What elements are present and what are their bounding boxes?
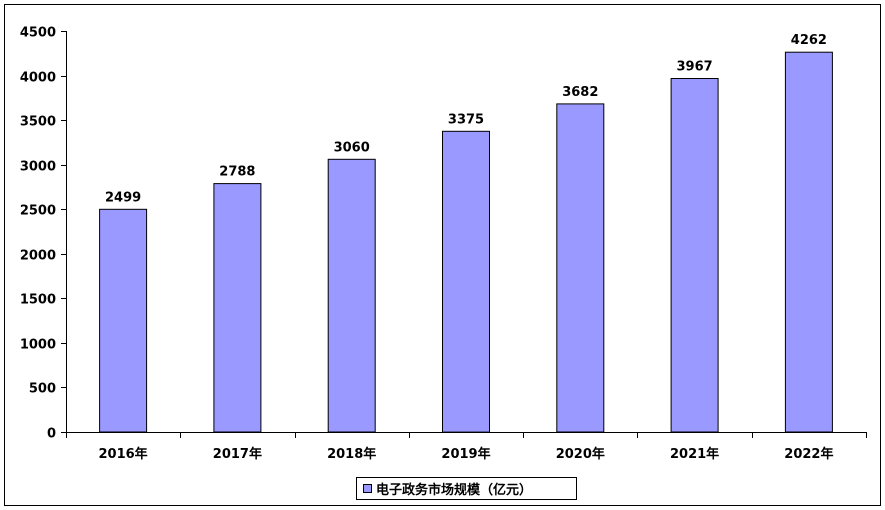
bar [327, 158, 376, 433]
y-tick-label: 3500 [20, 115, 56, 130]
bars [99, 51, 833, 433]
x-tick-label: 2021年 [670, 446, 719, 462]
bar [442, 130, 490, 433]
data-label: 2499 [105, 190, 141, 205]
y-tick-label: 0 [47, 427, 56, 442]
bar [213, 183, 262, 433]
bar [556, 103, 605, 433]
data-label: 4262 [791, 33, 827, 48]
legend-box [356, 477, 577, 500]
legend-label: 电子政务市场规模（亿元） [376, 482, 532, 498]
x-tick-label: 2016年 [99, 446, 148, 462]
data-labels: 2499 2788 3060 3375 3682 3967 4262 [105, 33, 827, 205]
bar [99, 208, 148, 433]
x-tick-label: 2019年 [441, 446, 490, 462]
y-tick-label: 3000 [20, 160, 56, 175]
y-tick-label: 2000 [20, 249, 56, 264]
data-label: 3967 [677, 60, 713, 75]
x-tick-label: 2020年 [556, 446, 605, 462]
y-tick-label: 1500 [20, 293, 56, 308]
bar [784, 51, 833, 433]
legend: 电子政务市场规模（亿元） [356, 477, 577, 500]
y-tick-label: 2500 [20, 204, 56, 219]
x-axis: 2016年 2017年 2018年 2019年 2020年 2021年 2022年 [66, 432, 867, 462]
x-tick-label: 2017年 [213, 446, 262, 462]
data-label: 2788 [219, 165, 255, 180]
y-tick-label: 500 [29, 382, 56, 397]
data-label: 3682 [562, 85, 598, 100]
y-tick-label: 4000 [20, 71, 56, 86]
data-label: 3060 [334, 140, 370, 155]
y-axis: 0 500 1000 1500 2000 2500 3000 3500 4000 4500 [20, 26, 67, 442]
x-tick-label: 2018年 [327, 446, 376, 462]
y-tick-label: 1000 [20, 338, 56, 353]
x-tick-label: 2022年 [784, 446, 833, 462]
data-label: 3375 [448, 112, 484, 127]
legend-swatch [363, 484, 372, 493]
y-tick-label: 4500 [20, 26, 56, 41]
bar [670, 78, 719, 433]
